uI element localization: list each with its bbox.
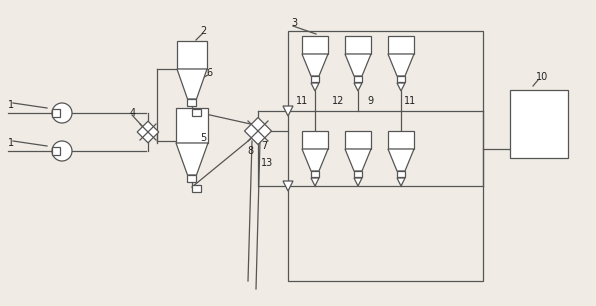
Bar [345, 131, 371, 149]
Text: 2: 2 [200, 26, 206, 36]
Text: 8: 8 [247, 146, 253, 156]
Text: 11: 11 [404, 96, 416, 106]
Polygon shape [177, 69, 207, 99]
Polygon shape [388, 149, 414, 171]
Bar [397, 171, 405, 177]
Bar [52, 109, 60, 117]
Bar [288, 31, 483, 281]
Bar [354, 76, 362, 82]
Polygon shape [244, 118, 272, 144]
Circle shape [52, 141, 72, 161]
Polygon shape [283, 106, 293, 116]
Bar [397, 76, 405, 82]
Polygon shape [137, 121, 159, 143]
Text: 3: 3 [291, 18, 297, 28]
Polygon shape [345, 54, 371, 76]
Bar [311, 171, 319, 177]
Bar [193, 185, 201, 192]
Polygon shape [176, 143, 208, 175]
Polygon shape [311, 83, 319, 91]
Bar [354, 171, 362, 177]
Text: 11: 11 [296, 96, 308, 106]
Bar [52, 147, 60, 155]
Text: 7: 7 [261, 141, 267, 151]
Text: 4: 4 [130, 108, 136, 118]
Polygon shape [354, 178, 362, 186]
Text: 1: 1 [8, 138, 14, 148]
Polygon shape [345, 149, 371, 171]
Polygon shape [283, 181, 293, 191]
Bar [311, 76, 319, 82]
Bar [388, 131, 414, 149]
Bar [188, 175, 197, 182]
Bar [302, 131, 328, 149]
Bar [302, 36, 328, 54]
Bar [188, 99, 197, 106]
Text: 9: 9 [367, 96, 373, 106]
Bar [345, 36, 371, 54]
Circle shape [52, 103, 72, 123]
Text: 12: 12 [332, 96, 344, 106]
Text: 6: 6 [206, 68, 212, 78]
Polygon shape [354, 83, 362, 91]
Bar [177, 41, 207, 69]
Bar [176, 108, 208, 143]
Text: 13: 13 [261, 158, 273, 168]
Text: 1: 1 [8, 100, 14, 110]
Polygon shape [397, 178, 405, 186]
Text: 5: 5 [200, 133, 206, 143]
Polygon shape [311, 178, 319, 186]
Polygon shape [302, 54, 328, 76]
Bar [388, 36, 414, 54]
Polygon shape [397, 83, 405, 91]
Bar [510, 90, 568, 158]
Bar [193, 109, 201, 115]
Polygon shape [388, 54, 414, 76]
Polygon shape [302, 149, 328, 171]
Text: 10: 10 [536, 72, 548, 82]
